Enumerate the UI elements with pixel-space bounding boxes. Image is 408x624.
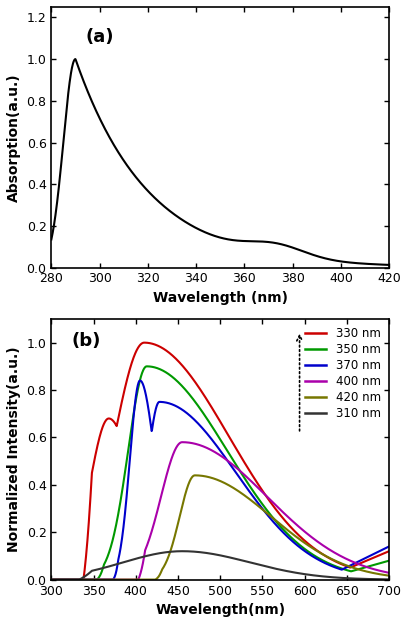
- Line: 420 nm: 420 nm: [51, 475, 389, 580]
- 370 nm: [94, 576, 99, 583]
- 350 nm: [94, 576, 99, 583]
- 310 nm: [49, 576, 54, 583]
- 400 nm: [106, 576, 111, 583]
- X-axis label: Wavelength(nm): Wavelength(nm): [155, 603, 285, 617]
- 350 nm: [49, 576, 54, 583]
- 370 nm: [234, 469, 239, 477]
- 330 nm: [163, 346, 168, 354]
- 420 nm: [387, 572, 392, 580]
- 420 nm: [196, 472, 201, 479]
- 350 nm: [226, 450, 231, 457]
- 330 nm: [387, 547, 392, 555]
- 310 nm: [163, 548, 168, 556]
- Y-axis label: Absorption(a.u.): Absorption(a.u.): [7, 73, 21, 202]
- 330 nm: [196, 383, 201, 390]
- 420 nm: [106, 576, 111, 583]
- 310 nm: [387, 575, 392, 583]
- 420 nm: [49, 576, 54, 583]
- 400 nm: [49, 576, 54, 583]
- 370 nm: [106, 576, 111, 583]
- 330 nm: [94, 448, 99, 456]
- 330 nm: [142, 339, 147, 346]
- Text: (a): (a): [85, 28, 114, 46]
- 370 nm: [196, 420, 201, 427]
- 420 nm: [234, 486, 239, 494]
- 400 nm: [196, 441, 201, 448]
- Y-axis label: Normalized Intensity(a.u.): Normalized Intensity(a.u.): [7, 346, 21, 552]
- Line: 370 nm: 370 nm: [51, 381, 389, 580]
- 400 nm: [234, 464, 239, 471]
- 370 nm: [49, 576, 54, 583]
- 420 nm: [226, 482, 231, 489]
- 370 nm: [137, 377, 142, 384]
- 350 nm: [163, 368, 168, 376]
- 310 nm: [196, 548, 201, 556]
- 330 nm: [234, 445, 239, 452]
- X-axis label: Wavelength (nm): Wavelength (nm): [153, 291, 288, 305]
- 400 nm: [387, 569, 392, 577]
- 400 nm: [226, 458, 231, 466]
- 350 nm: [196, 402, 201, 409]
- 370 nm: [163, 399, 168, 406]
- 310 nm: [106, 563, 111, 570]
- 310 nm: [226, 553, 231, 561]
- 310 nm: [234, 555, 239, 563]
- Line: 400 nm: 400 nm: [51, 442, 389, 580]
- 330 nm: [226, 433, 231, 441]
- 370 nm: [387, 543, 392, 550]
- 350 nm: [387, 557, 392, 565]
- 310 nm: [94, 566, 99, 573]
- Line: 350 nm: 350 nm: [51, 366, 389, 580]
- 310 nm: [180, 547, 185, 555]
- 420 nm: [193, 472, 197, 479]
- Legend: 330 nm, 350 nm, 370 nm, 400 nm, 420 nm, 310 nm: 330 nm, 350 nm, 370 nm, 400 nm, 420 nm, …: [300, 323, 386, 425]
- 400 nm: [94, 576, 99, 583]
- Text: (b): (b): [72, 332, 101, 350]
- 400 nm: [180, 439, 185, 446]
- 400 nm: [163, 477, 168, 484]
- Line: 330 nm: 330 nm: [51, 343, 389, 580]
- Line: 310 nm: 310 nm: [51, 551, 389, 580]
- 330 nm: [106, 415, 111, 422]
- 350 nm: [144, 363, 149, 370]
- 370 nm: [226, 459, 231, 467]
- 350 nm: [106, 551, 111, 558]
- 420 nm: [94, 576, 99, 583]
- 350 nm: [234, 461, 239, 469]
- 330 nm: [49, 576, 54, 583]
- 420 nm: [163, 560, 168, 568]
